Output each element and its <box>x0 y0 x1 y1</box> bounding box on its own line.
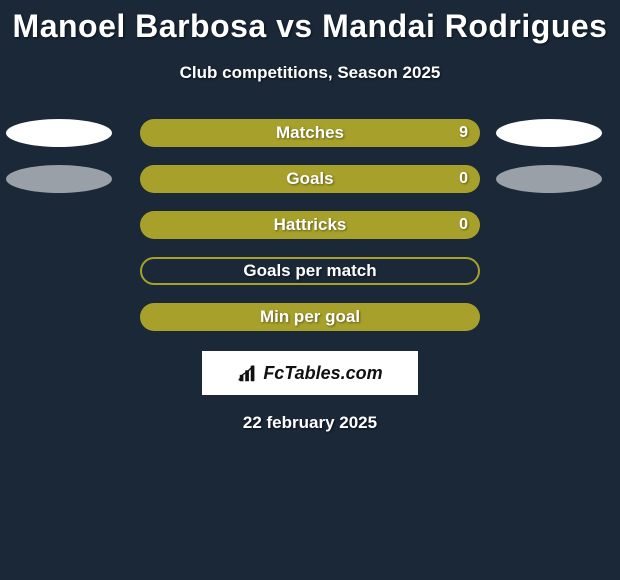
stat-label: Goals <box>286 169 333 189</box>
stat-bar: Goals per match <box>140 257 480 285</box>
stat-row-goals-per-match: Goals per match <box>0 257 620 285</box>
right-ellipse-icon <box>496 165 602 193</box>
date-text: 22 february 2025 <box>0 413 620 433</box>
stat-value: 0 <box>459 170 468 188</box>
stat-bar: Matches 9 <box>140 119 480 147</box>
stat-label: Matches <box>276 123 344 143</box>
stat-value: 0 <box>459 216 468 234</box>
stat-row-hattricks: Hattricks 0 <box>0 211 620 239</box>
logo-text: FcTables.com <box>263 363 382 384</box>
stat-row-matches: Matches 9 <box>0 119 620 147</box>
stat-bar: Min per goal <box>140 303 480 331</box>
stat-bar: Hattricks 0 <box>140 211 480 239</box>
stat-bar: Goals 0 <box>140 165 480 193</box>
stat-label: Hattricks <box>274 215 347 235</box>
left-ellipse-icon <box>6 119 112 147</box>
stat-row-min-per-goal: Min per goal <box>0 303 620 331</box>
stat-value: 9 <box>459 124 468 142</box>
stat-row-goals: Goals 0 <box>0 165 620 193</box>
page-title: Manoel Barbosa vs Mandai Rodrigues <box>0 0 620 45</box>
left-ellipse-icon <box>6 165 112 193</box>
logo-box: FcTables.com <box>202 351 418 395</box>
bar-chart-icon <box>237 362 259 384</box>
stat-label: Goals per match <box>243 261 376 281</box>
stat-label: Min per goal <box>260 307 360 327</box>
stats-container: Matches 9 Goals 0 Hattricks 0 Goals per … <box>0 119 620 331</box>
subtitle: Club competitions, Season 2025 <box>0 63 620 83</box>
right-ellipse-icon <box>496 119 602 147</box>
